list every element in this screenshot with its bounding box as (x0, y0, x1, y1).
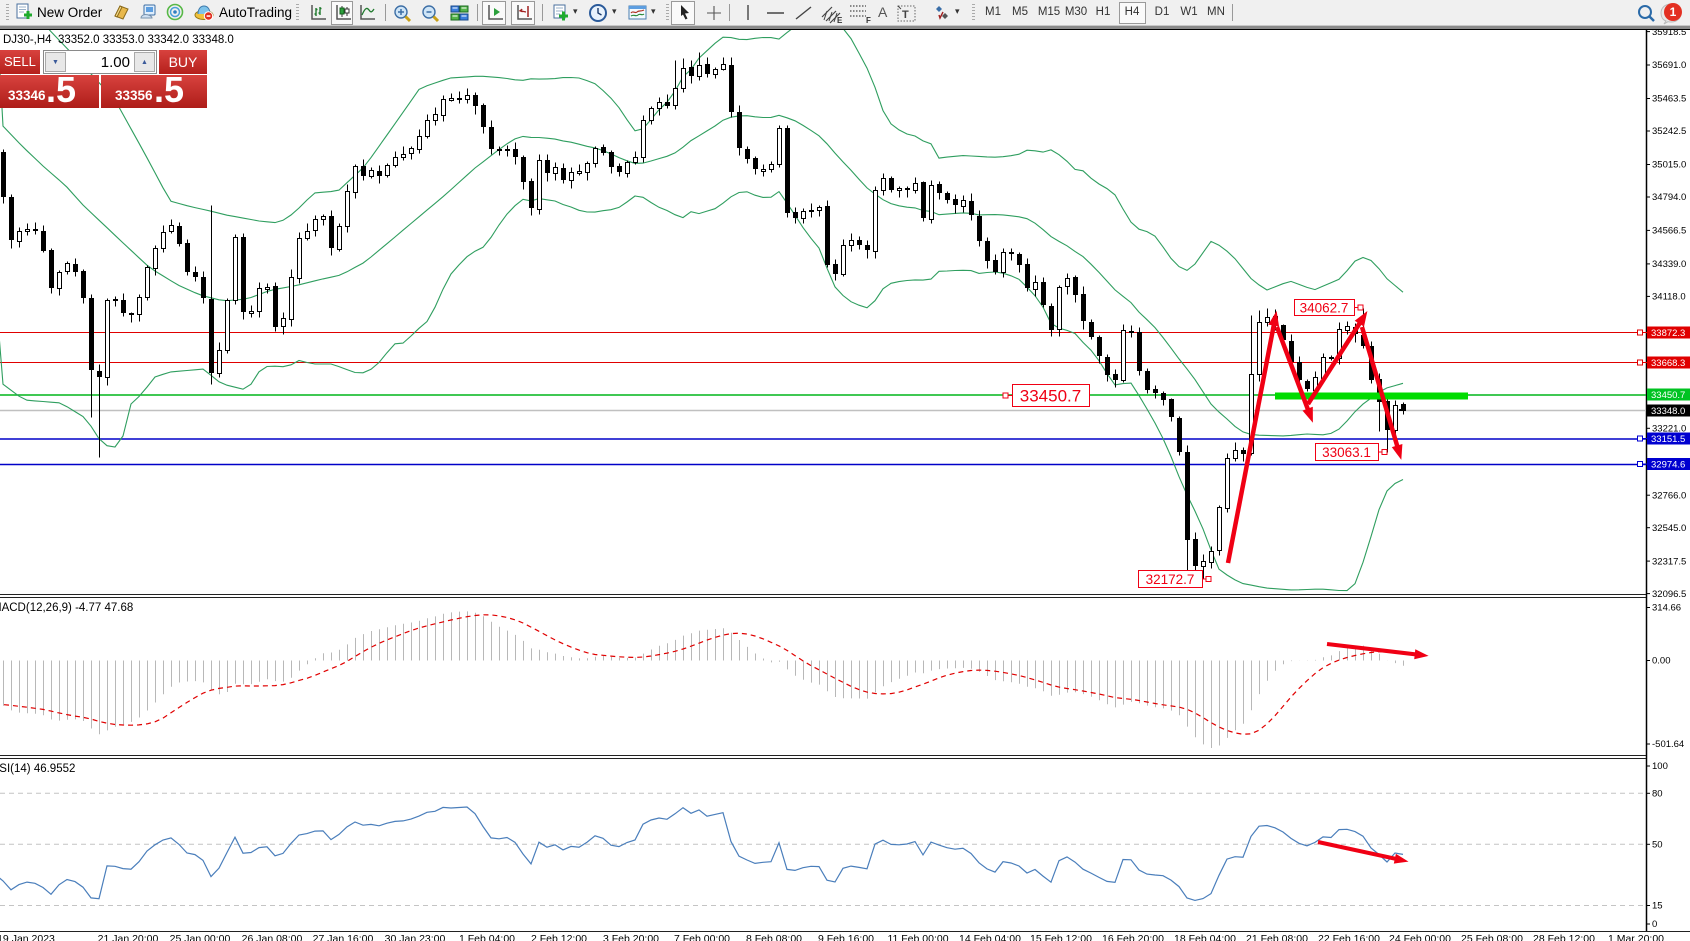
svg-text:34118.0: 34118.0 (1652, 292, 1686, 303)
svg-text:15 Feb 12:00: 15 Feb 12:00 (1030, 933, 1092, 941)
svg-text:34794.0: 34794.0 (1652, 192, 1686, 203)
svg-text:11 Feb 00:00: 11 Feb 00:00 (887, 933, 948, 941)
svg-text:DJ30-,H4 33352.0 33353.0 3334: DJ30-,H4 33352.0 33353.0 33342.0 33348.0 (3, 34, 234, 46)
svg-text:33221.0: 33221.0 (1652, 424, 1686, 435)
svg-text:33450.7: 33450.7 (1651, 390, 1685, 401)
svg-text:14 Feb 04:00: 14 Feb 04:00 (959, 933, 1021, 941)
svg-text:35691.0: 35691.0 (1652, 60, 1686, 71)
svg-text:1: 1 (1670, 5, 1677, 19)
svg-text:32545.0: 32545.0 (1652, 523, 1686, 534)
svg-text:0: 0 (1652, 919, 1657, 930)
svg-text:16 Feb 20:00: 16 Feb 20:00 (1102, 933, 1164, 941)
svg-text:33872.3: 33872.3 (1651, 328, 1685, 339)
svg-text:32766.0: 32766.0 (1652, 490, 1686, 501)
svg-text:33348.0: 33348.0 (1651, 406, 1685, 417)
svg-text:100: 100 (1652, 761, 1668, 772)
svg-text:F: F (866, 16, 871, 25)
svg-text:3 Feb 20:00: 3 Feb 20:00 (603, 933, 659, 941)
svg-text:35463.5: 35463.5 (1652, 94, 1686, 105)
svg-text:T: T (902, 9, 909, 21)
svg-text:24 Feb 00:00: 24 Feb 00:00 (1389, 933, 1451, 941)
svg-text:21 Feb 08:00: 21 Feb 08:00 (1246, 933, 1308, 941)
svg-text:32096.5: 32096.5 (1652, 589, 1686, 600)
svg-text:33450.7: 33450.7 (1020, 387, 1081, 406)
svg-text:34566.5: 34566.5 (1652, 226, 1686, 237)
svg-text:MACD(12,26,9) -4.77 47.68: MACD(12,26,9) -4.77 47.68 (0, 602, 133, 614)
svg-text:35242.5: 35242.5 (1652, 126, 1686, 137)
svg-text:28 Feb 12:00: 28 Feb 12:00 (1533, 933, 1595, 941)
svg-text:33668.3: 33668.3 (1651, 358, 1685, 369)
svg-text:34339.0: 34339.0 (1652, 259, 1686, 270)
svg-text:33063.1: 33063.1 (1322, 445, 1371, 460)
svg-text:25 Jan 00:00: 25 Jan 00:00 (170, 933, 231, 941)
svg-text:RSI(14) 46.9552: RSI(14) 46.9552 (0, 763, 75, 775)
svg-text:32974.6: 32974.6 (1651, 460, 1685, 471)
svg-text:26 Jan 08:00: 26 Jan 08:00 (242, 933, 303, 941)
svg-text:22 Feb 16:00: 22 Feb 16:00 (1318, 933, 1380, 941)
svg-text:-501.64: -501.64 (1652, 739, 1684, 750)
svg-text:1 Mar 20:00: 1 Mar 20:00 (1608, 933, 1664, 941)
svg-text:8 Feb 08:00: 8 Feb 08:00 (746, 933, 802, 941)
svg-text:314.66: 314.66 (1652, 603, 1681, 614)
svg-text:2 Feb 12:00: 2 Feb 12:00 (531, 933, 587, 941)
svg-text:30 Jan 23:00: 30 Jan 23:00 (385, 933, 446, 941)
svg-text:35918.5: 35918.5 (1652, 27, 1686, 38)
svg-text:27 Jan 16:00: 27 Jan 16:00 (313, 933, 374, 941)
svg-text:80: 80 (1652, 789, 1663, 800)
svg-text:19 Jan 2023: 19 Jan 2023 (0, 933, 55, 941)
svg-text:35015.0: 35015.0 (1652, 160, 1686, 171)
svg-text:33151.5: 33151.5 (1651, 434, 1685, 445)
svg-text:15: 15 (1652, 901, 1663, 912)
svg-text:32172.7: 32172.7 (1146, 572, 1195, 587)
svg-text:7 Feb 00:00: 7 Feb 00:00 (674, 933, 730, 941)
svg-text:9 Feb 16:00: 9 Feb 16:00 (818, 933, 874, 941)
svg-text:50: 50 (1652, 840, 1663, 851)
svg-text:0.00: 0.00 (1652, 656, 1671, 667)
svg-text:E: E (837, 16, 843, 25)
svg-text:34062.7: 34062.7 (1300, 300, 1349, 315)
svg-text:1 Feb 04:00: 1 Feb 04:00 (459, 933, 515, 941)
svg-text:32317.5: 32317.5 (1652, 556, 1686, 567)
svg-text:21 Jan 20:00: 21 Jan 20:00 (98, 933, 159, 941)
svg-text:18 Feb 04:00: 18 Feb 04:00 (1174, 933, 1236, 941)
svg-text:25 Feb 08:00: 25 Feb 08:00 (1461, 933, 1523, 941)
